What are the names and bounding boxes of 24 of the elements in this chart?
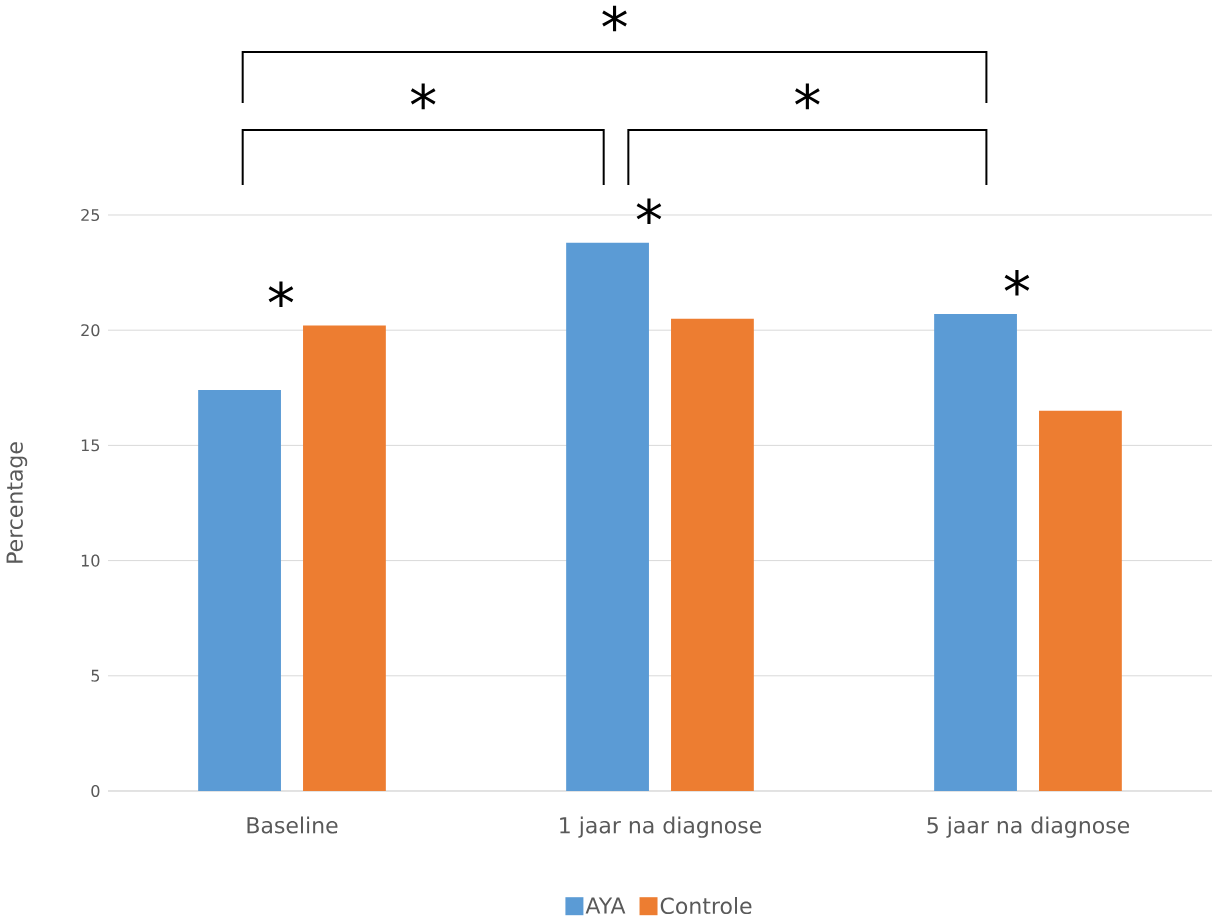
legend-label: Controle (660, 897, 752, 915)
bar (1039, 410, 1122, 791)
annotation: * (636, 198, 662, 225)
x-tick-label: Baseline (247, 816, 338, 834)
y-tick-label: 20 (81, 324, 100, 337)
y-tick-label: 5 (91, 669, 100, 682)
annotation: * (1004, 270, 1030, 296)
y-tick-label: 25 (81, 208, 100, 222)
y-tick-label: 10 (81, 554, 100, 567)
y-tick-label: 15 (81, 439, 100, 452)
y-tick-label: 0 (91, 784, 100, 798)
bar (303, 325, 386, 791)
text: * (795, 83, 820, 110)
x-tick-label: 5 jaar na diagnose (927, 816, 1130, 838)
bar (566, 242, 649, 791)
text: * (410, 83, 436, 110)
bar (934, 314, 1017, 791)
bar (671, 318, 754, 791)
bar (198, 390, 281, 791)
annotation: * (268, 281, 294, 308)
y-axis-title: Percentage (6, 442, 28, 563)
x-tick-label: 1 jaar na diagnose (560, 816, 762, 838)
text: * (602, 5, 627, 32)
legend-label: AYA (585, 897, 626, 914)
